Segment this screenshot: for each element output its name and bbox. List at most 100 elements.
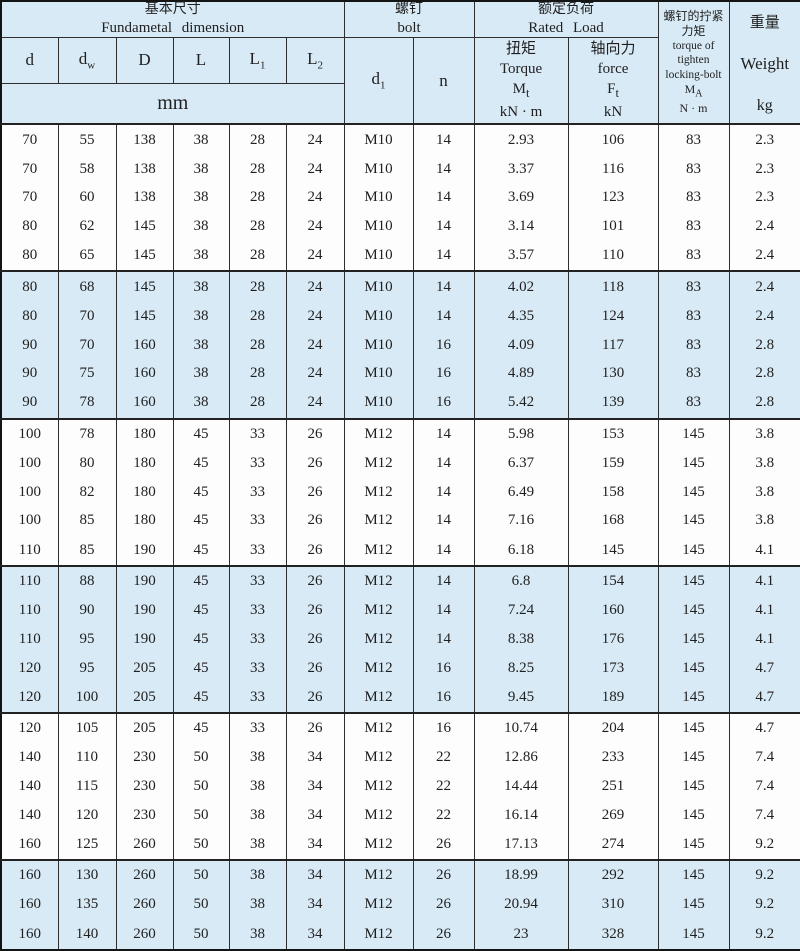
cell-tighten_MA_Nm: 145	[657, 653, 730, 683]
header-fundamental-dimension: 基本尺寸 Fundametal dimension	[0, 0, 345, 38]
cell-torque_Mt_kNm: 23	[473, 919, 569, 950]
table-row: 80 62 145 38 28 24 M10 14 3.14 101 83 2.4	[0, 212, 800, 241]
cell-d1: M12	[343, 564, 414, 597]
cell-torque_Mt_kNm: 16.14	[473, 800, 569, 830]
cell-tighten_MA_Nm: 83	[657, 330, 730, 360]
header-rated-load-en: Rated Load	[528, 19, 604, 36]
cell-tighten_MA_Nm: 145	[657, 417, 730, 450]
cell-d: 120	[0, 682, 59, 713]
cell-torque_Mt_kNm: 3.14	[473, 212, 569, 241]
table-row: 90 78 160 38 28 24 M10 16 5.42 139 83 2.8	[0, 388, 800, 419]
cell-d1: M10	[343, 388, 414, 419]
cell-dw: 130	[57, 859, 117, 891]
cell-torque_Mt_kNm: 7.24	[473, 596, 569, 625]
cell-D: 180	[115, 449, 174, 478]
cell-d: 110	[0, 624, 59, 654]
cell-weight_kg: 4.7	[728, 653, 800, 683]
cell-tighten_MA_Nm: 83	[657, 154, 730, 184]
cell-D: 190	[115, 535, 174, 566]
cell-L2: 34	[285, 800, 345, 830]
cell-D: 180	[115, 477, 174, 507]
cell-d: 110	[0, 564, 59, 597]
torque-unit: kN · m	[499, 104, 543, 121]
cell-weight_kg: 2.8	[728, 330, 800, 360]
cell-n: 14	[412, 624, 475, 654]
torque-symbol: Mt	[512, 81, 530, 101]
cell-torque_Mt_kNm: 6.8	[473, 564, 569, 597]
cell-L2: 24	[285, 241, 345, 272]
table-row: 160 125 260 50 38 34 M12 26 17.13 274 145 9.2	[0, 829, 800, 861]
cell-L1: 28	[228, 270, 287, 302]
cell-D: 205	[115, 711, 174, 744]
cell-d1: M10	[343, 359, 414, 389]
cell-D: 160	[115, 388, 174, 419]
table-row: 140 120 230 50 38 34 M12 22 16.14 269 145 7.4	[0, 800, 800, 830]
cell-L1: 33	[228, 596, 287, 625]
cell-D: 260	[115, 890, 174, 920]
header-locking-torque-unit: N · m	[679, 100, 708, 115]
cell-dw: 115	[57, 772, 117, 801]
cell-L2: 24	[285, 154, 345, 184]
column-header-D: D	[115, 36, 174, 84]
cell-d: 160	[0, 829, 59, 861]
cell-L: 45	[172, 711, 230, 744]
cell-n: 26	[412, 859, 475, 891]
cell-weight_kg: 3.8	[728, 417, 800, 450]
header-locking-torque-en1: torque of	[672, 40, 715, 53]
table-row: 120 100 205 45 33 26 M12 16 9.45 189 145 4.7	[0, 682, 800, 713]
cell-d: 70	[0, 183, 59, 213]
cell-weight_kg: 2.8	[728, 388, 800, 419]
cell-L2: 24	[285, 359, 345, 389]
cell-dw: 78	[57, 388, 117, 419]
cell-force_Ft_kN: 328	[567, 919, 659, 950]
cell-L2: 26	[285, 711, 345, 744]
cell-L: 50	[172, 829, 230, 861]
cell-L1: 33	[228, 682, 287, 713]
cell-tighten_MA_Nm: 145	[657, 743, 730, 773]
cell-L2: 24	[285, 330, 345, 360]
cell-d: 110	[0, 596, 59, 625]
cell-D: 230	[115, 772, 174, 801]
cell-d: 90	[0, 359, 59, 389]
cell-dw: 80	[57, 449, 117, 478]
table-header: 基本尺寸 Fundametal dimension 螺钉 bolt 额定负荷 R…	[0, 0, 800, 125]
cell-D: 160	[115, 359, 174, 389]
cell-d: 70	[0, 154, 59, 184]
cell-L1: 38	[228, 890, 287, 920]
cell-n: 14	[412, 124, 475, 155]
cell-d: 80	[0, 270, 59, 302]
cell-D: 190	[115, 564, 174, 597]
cell-d: 80	[0, 212, 59, 241]
table-row: 110 88 190 45 33 26 M12 14 6.8 154 145 4.1	[0, 564, 800, 597]
cell-D: 145	[115, 241, 174, 272]
cell-force_Ft_kN: 168	[567, 506, 659, 536]
cell-tighten_MA_Nm: 145	[657, 772, 730, 801]
cell-force_Ft_kN: 110	[567, 241, 659, 272]
cell-d: 110	[0, 535, 59, 566]
cell-d: 160	[0, 919, 59, 950]
table-row: 110 85 190 45 33 26 M12 14 6.18 145 145 4.1	[0, 535, 800, 566]
cell-torque_Mt_kNm: 6.37	[473, 449, 569, 478]
cell-L: 38	[172, 124, 230, 155]
cell-d: 120	[0, 653, 59, 683]
cell-d1: M10	[343, 154, 414, 184]
cell-L2: 26	[285, 653, 345, 683]
cell-D: 138	[115, 183, 174, 213]
cell-D: 190	[115, 596, 174, 625]
cell-n: 16	[412, 682, 475, 713]
cell-d1: M12	[343, 890, 414, 920]
cell-D: 205	[115, 682, 174, 713]
cell-d1: M12	[343, 449, 414, 478]
cell-torque_Mt_kNm: 6.18	[473, 535, 569, 566]
cell-torque_Mt_kNm: 18.99	[473, 859, 569, 891]
cell-L2: 24	[285, 183, 345, 213]
cell-weight_kg: 9.2	[728, 919, 800, 950]
cell-L: 38	[172, 301, 230, 331]
cell-L1: 28	[228, 330, 287, 360]
cell-d1: M12	[343, 829, 414, 861]
cell-d1: M10	[343, 241, 414, 272]
cell-tighten_MA_Nm: 145	[657, 890, 730, 920]
column-header-L1: L1	[228, 36, 287, 84]
cell-d: 140	[0, 743, 59, 773]
cell-D: 138	[115, 124, 174, 155]
